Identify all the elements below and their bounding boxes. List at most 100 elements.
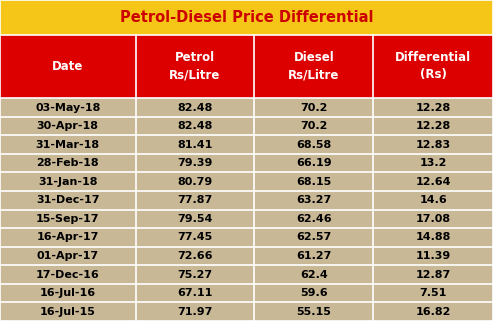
Bar [136, 35, 254, 98]
Bar [373, 98, 493, 117]
Text: 14.88: 14.88 [416, 232, 451, 242]
Bar [254, 247, 373, 265]
Bar [0, 247, 136, 265]
Bar [373, 135, 493, 154]
Bar [373, 265, 493, 284]
Bar [136, 172, 254, 191]
Bar [136, 228, 254, 247]
Text: 12.28: 12.28 [416, 102, 451, 112]
Text: 75.27: 75.27 [177, 270, 212, 280]
Text: 03-May-18: 03-May-18 [35, 102, 101, 112]
Text: 63.27: 63.27 [296, 195, 331, 205]
Bar [0, 284, 136, 302]
Bar [373, 35, 493, 98]
Bar [136, 191, 254, 210]
Text: 01-Apr-17: 01-Apr-17 [36, 251, 99, 261]
Text: Differential
(Rs): Differential (Rs) [395, 51, 471, 82]
Bar [0, 302, 136, 321]
Bar [0, 135, 136, 154]
Text: Date: Date [52, 60, 83, 73]
Bar [254, 35, 373, 98]
Text: 15-Sep-17: 15-Sep-17 [36, 214, 100, 224]
Bar [0, 228, 136, 247]
Text: Petrol
Rs/Litre: Petrol Rs/Litre [169, 51, 221, 82]
Text: 16-Apr-17: 16-Apr-17 [36, 232, 99, 242]
Bar [136, 117, 254, 135]
Bar [136, 135, 254, 154]
Text: 16.82: 16.82 [416, 307, 451, 317]
Text: 13.2: 13.2 [420, 158, 447, 168]
Text: 67.11: 67.11 [177, 288, 212, 298]
Text: 59.6: 59.6 [300, 288, 328, 298]
Text: 70.2: 70.2 [300, 102, 327, 112]
Bar [373, 191, 493, 210]
Text: 17.08: 17.08 [416, 214, 451, 224]
Text: 28-Feb-18: 28-Feb-18 [36, 158, 99, 168]
Bar [136, 247, 254, 265]
Text: 80.79: 80.79 [177, 177, 212, 187]
Bar [373, 247, 493, 265]
Bar [254, 284, 373, 302]
Bar [373, 117, 493, 135]
Text: 82.48: 82.48 [177, 102, 212, 112]
Text: 66.19: 66.19 [296, 158, 332, 168]
Bar [136, 154, 254, 172]
Bar [0, 35, 136, 98]
Bar [136, 265, 254, 284]
Text: 7.51: 7.51 [420, 288, 447, 298]
Text: Petrol-Diesel Price Differential: Petrol-Diesel Price Differential [120, 10, 373, 25]
Text: 77.45: 77.45 [177, 232, 212, 242]
Bar [373, 172, 493, 191]
Text: 12.64: 12.64 [415, 177, 451, 187]
Text: 79.39: 79.39 [177, 158, 212, 168]
Bar [254, 98, 373, 117]
Bar [0, 265, 136, 284]
Text: 62.57: 62.57 [296, 232, 331, 242]
Text: 12.28: 12.28 [416, 121, 451, 131]
Bar [254, 265, 373, 284]
Text: 31-Jan-18: 31-Jan-18 [38, 177, 98, 187]
Text: 11.39: 11.39 [416, 251, 451, 261]
Bar [254, 154, 373, 172]
Text: 71.97: 71.97 [177, 307, 212, 317]
Text: Diesel
Rs/Litre: Diesel Rs/Litre [288, 51, 340, 82]
Text: 62.4: 62.4 [300, 270, 328, 280]
Text: 31-Dec-17: 31-Dec-17 [36, 195, 100, 205]
Bar [136, 302, 254, 321]
Bar [0, 154, 136, 172]
Bar [373, 154, 493, 172]
Text: 72.66: 72.66 [177, 251, 213, 261]
Bar [0, 117, 136, 135]
Bar [0, 0, 493, 35]
Bar [0, 172, 136, 191]
Text: 81.41: 81.41 [177, 140, 212, 150]
Text: 70.2: 70.2 [300, 121, 327, 131]
Bar [373, 284, 493, 302]
Text: 55.15: 55.15 [296, 307, 331, 317]
Text: 31-Mar-18: 31-Mar-18 [35, 140, 100, 150]
Bar [0, 210, 136, 228]
Text: 61.27: 61.27 [296, 251, 331, 261]
Text: 68.58: 68.58 [296, 140, 331, 150]
Text: 68.15: 68.15 [296, 177, 331, 187]
Text: 82.48: 82.48 [177, 121, 212, 131]
Bar [373, 210, 493, 228]
Text: 62.46: 62.46 [296, 214, 332, 224]
Bar [0, 191, 136, 210]
Bar [254, 117, 373, 135]
Bar [254, 135, 373, 154]
Text: 79.54: 79.54 [177, 214, 212, 224]
Bar [136, 284, 254, 302]
Bar [0, 98, 136, 117]
Text: 12.83: 12.83 [416, 140, 451, 150]
Bar [254, 302, 373, 321]
Text: 17-Dec-16: 17-Dec-16 [36, 270, 100, 280]
Bar [373, 302, 493, 321]
Bar [254, 172, 373, 191]
Bar [254, 228, 373, 247]
Bar [254, 191, 373, 210]
Text: 14.6: 14.6 [419, 195, 447, 205]
Text: 77.87: 77.87 [177, 195, 212, 205]
Bar [136, 98, 254, 117]
Bar [373, 228, 493, 247]
